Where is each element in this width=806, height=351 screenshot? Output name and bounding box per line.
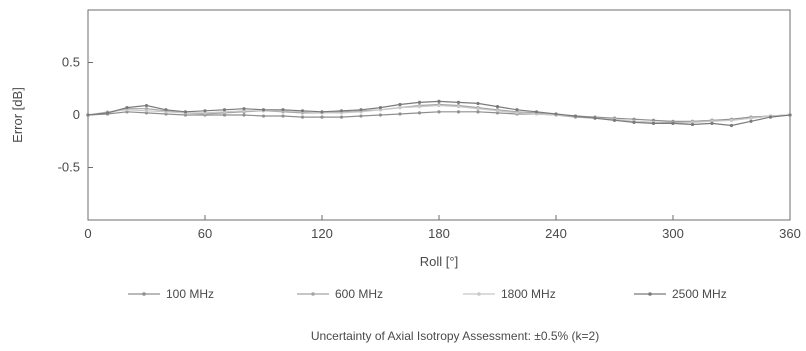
data-point-2500-mhz: [534, 110, 539, 114]
data-point-100-mhz: [437, 110, 441, 114]
data-point-2500-mhz: [768, 115, 773, 119]
y-tick-label: 0.5: [62, 55, 80, 70]
data-point-2500-mhz: [729, 123, 734, 128]
data-point-1800-mhz: [417, 105, 422, 109]
data-point-1800-mhz: [495, 109, 500, 113]
data-point-2500-mhz: [495, 105, 500, 109]
data-point-2500-mhz: [144, 103, 149, 108]
data-point-100-mhz: [281, 114, 285, 118]
data-point-2500-mhz: [359, 108, 363, 112]
data-point-2500-mhz: [105, 111, 110, 115]
data-point-2500-mhz: [593, 116, 597, 120]
data-point-2500-mhz: [86, 113, 90, 117]
data-point-2500-mhz: [281, 108, 285, 112]
data-point-1800-mhz: [144, 109, 149, 113]
data-point-100-mhz: [378, 113, 383, 117]
data-point-2500-mhz: [242, 107, 246, 111]
data-point-2500-mhz: [476, 101, 480, 106]
legend-label-600-mhz: 600 MHz: [335, 287, 383, 301]
data-point-100-mhz: [456, 110, 461, 114]
data-point-2500-mhz: [125, 106, 129, 110]
data-point-100-mhz: [261, 114, 266, 118]
data-point-2500-mhz: [612, 118, 617, 122]
data-point-2500-mhz: [398, 102, 402, 107]
legend: 100 MHz 600 MHz 1800 MHz 2500 MHz: [128, 287, 727, 301]
x-axis-ticks: 0 60 120 180 240 300 360: [84, 215, 801, 241]
data-point-1800-mhz: [456, 105, 461, 109]
legend-label-100-mhz: 100 MHz: [166, 287, 214, 301]
x-tick-label: 120: [311, 226, 333, 241]
data-point-2500-mhz: [515, 108, 519, 112]
data-point-2500-mhz: [573, 114, 578, 118]
x-axis-title: Roll [°]: [420, 254, 458, 269]
data-point-1800-mhz: [515, 111, 519, 115]
legend-marker-600-mhz: [311, 292, 315, 296]
y-tick-label: -0.5: [58, 160, 80, 175]
data-point-2500-mhz: [378, 106, 383, 110]
data-point-2500-mhz: [690, 122, 695, 127]
data-point-2500-mhz: [203, 109, 207, 113]
data-point-2500-mhz: [183, 110, 188, 114]
y-axis-ticks: 0.5 0 -0.5: [58, 55, 93, 175]
data-point-2500-mhz: [788, 113, 792, 117]
legend-label-2500-mhz: 2500 MHz: [672, 287, 727, 301]
data-point-2500-mhz: [671, 121, 675, 125]
data-point-2500-mhz: [320, 110, 324, 114]
data-point-2500-mhz: [222, 108, 227, 112]
caption: Uncertainty of Axial Isotropy Assessment…: [311, 329, 599, 343]
data-point-2500-mhz: [164, 108, 168, 112]
legend-marker-1800-mhz: [477, 292, 481, 296]
data-point-1800-mhz: [476, 107, 480, 111]
data-point-2500-mhz: [456, 100, 461, 104]
data-point-2500-mhz: [300, 109, 305, 113]
y-axis-title: Error [dB]: [10, 87, 25, 143]
data-point-1800-mhz: [749, 116, 753, 120]
data-point-100-mhz: [476, 110, 480, 114]
data-point-1800-mhz: [437, 103, 441, 108]
data-point-2500-mhz: [261, 108, 266, 112]
data-point-2500-mhz: [437, 99, 441, 103]
data-point-100-mhz: [359, 114, 363, 118]
data-point-1800-mhz: [398, 106, 402, 110]
legend-marker-2500-mhz: [648, 292, 652, 296]
data-point-2500-mhz: [749, 119, 753, 123]
data-point-100-mhz: [417, 111, 422, 115]
x-tick-label: 0: [84, 226, 91, 241]
x-tick-label: 180: [428, 226, 450, 241]
data-point-2500-mhz: [417, 100, 422, 104]
data-point-100-mhz: [300, 115, 305, 119]
x-tick-label: 240: [545, 226, 567, 241]
legend-marker-100-mhz: [142, 292, 146, 296]
legend-label-1800-mhz: 1800 MHz: [501, 287, 556, 301]
data-point-2500-mhz: [339, 109, 344, 113]
data-point-100-mhz: [398, 112, 402, 116]
data-point-2500-mhz: [632, 120, 636, 124]
data-point-2500-mhz: [554, 112, 558, 116]
x-tick-label: 300: [662, 226, 684, 241]
data-point-100-mhz: [339, 115, 344, 119]
x-tick-label: 360: [779, 226, 801, 241]
data-point-100-mhz: [320, 115, 324, 119]
data-point-100-mhz: [242, 113, 246, 117]
series-layer: [86, 99, 792, 128]
data-point-2500-mhz: [710, 121, 714, 125]
data-point-2500-mhz: [651, 121, 656, 125]
data-point-1800-mhz: [729, 118, 734, 122]
x-tick-label: 60: [198, 226, 212, 241]
y-tick-label: 0: [73, 107, 80, 122]
